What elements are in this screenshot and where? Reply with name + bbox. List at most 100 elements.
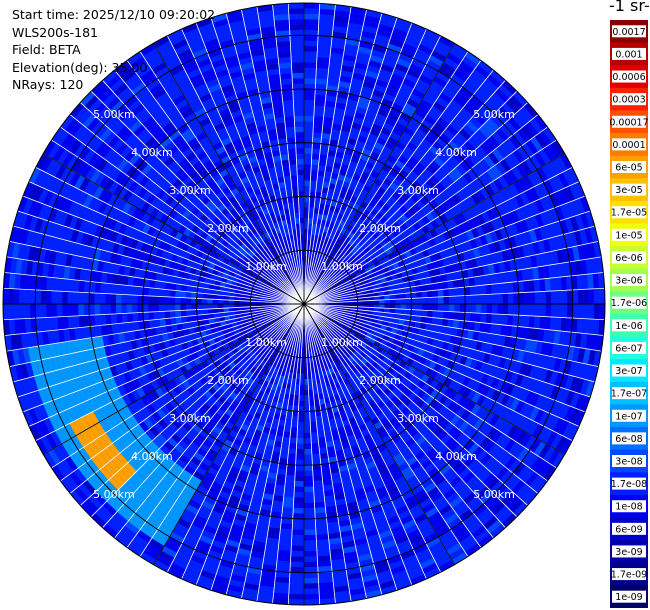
range-bin xyxy=(322,181,330,189)
range-bin xyxy=(334,312,341,316)
range-bin xyxy=(328,63,342,71)
range-bin xyxy=(278,334,284,341)
range-bin xyxy=(454,295,460,304)
range-bin xyxy=(332,334,339,340)
range-bin xyxy=(186,418,197,428)
range-bin xyxy=(452,116,466,129)
range-bin xyxy=(408,427,420,438)
range-bin xyxy=(425,178,436,189)
range-bin xyxy=(84,373,94,387)
range-bin xyxy=(172,330,180,339)
range-bin xyxy=(267,532,280,540)
range-bin xyxy=(414,245,422,254)
range-bin xyxy=(527,172,539,187)
range-bin xyxy=(269,406,277,414)
range-bin xyxy=(316,219,322,226)
range-bin xyxy=(192,401,202,411)
range-bin xyxy=(153,296,160,304)
range-bin xyxy=(413,273,420,281)
range-bin xyxy=(209,416,219,426)
range-bin xyxy=(461,269,469,279)
range-bin xyxy=(513,234,523,247)
range-bin xyxy=(352,173,361,182)
range-bin xyxy=(365,420,374,429)
range-bin xyxy=(174,367,183,377)
range-bin xyxy=(430,80,445,93)
range-bin xyxy=(344,407,353,415)
range-bin xyxy=(304,405,310,412)
range-bin xyxy=(313,280,318,286)
range-bin xyxy=(388,195,398,205)
range-bin xyxy=(234,420,243,429)
range-bin xyxy=(304,3,320,9)
range-bin xyxy=(267,411,275,419)
range-bin xyxy=(379,150,390,160)
range-bin xyxy=(185,309,192,317)
range-bin xyxy=(406,401,416,411)
range-bin xyxy=(404,494,417,506)
range-bin xyxy=(412,368,421,378)
range-bin xyxy=(462,376,471,387)
range-bin xyxy=(369,347,377,355)
range-bin xyxy=(333,315,340,320)
range-bin xyxy=(404,349,413,358)
range-bin xyxy=(539,382,550,397)
range-bin xyxy=(389,294,396,300)
range-bin xyxy=(430,50,447,62)
range-bin xyxy=(370,354,378,362)
range-bin xyxy=(412,386,422,396)
range-bin xyxy=(102,404,114,417)
range-bin xyxy=(464,357,473,368)
range-bin xyxy=(132,378,142,390)
range-bin xyxy=(324,106,336,113)
range-bin xyxy=(304,561,318,568)
range-bin xyxy=(471,132,484,146)
range-bin xyxy=(213,312,220,319)
range-bin xyxy=(427,304,433,311)
range-bin xyxy=(201,476,214,486)
range-bin xyxy=(327,390,334,398)
range-bin xyxy=(429,345,437,355)
range-bin xyxy=(286,344,291,351)
range-bin xyxy=(145,475,159,488)
range-bin xyxy=(356,274,363,280)
range-bin xyxy=(338,275,345,281)
range-bin xyxy=(443,210,453,221)
range-bin xyxy=(137,295,143,304)
range-bin xyxy=(327,278,334,284)
range-bin xyxy=(358,176,368,185)
range-bin xyxy=(338,464,349,473)
range-bin xyxy=(433,170,444,182)
range-bin xyxy=(432,495,447,507)
range-bin xyxy=(330,321,336,327)
range-bin xyxy=(518,177,530,192)
range-bin xyxy=(266,351,272,359)
range-bin xyxy=(131,389,142,401)
range-bin xyxy=(103,462,117,477)
range-bin xyxy=(446,52,463,66)
range-bin xyxy=(122,322,129,333)
range-bin xyxy=(221,412,231,422)
range-bin xyxy=(473,418,485,431)
range-bin xyxy=(304,475,314,482)
range-bin xyxy=(485,313,492,324)
range-bin xyxy=(250,304,256,307)
range-bin xyxy=(318,325,323,332)
range-bin xyxy=(322,209,330,216)
range-bin xyxy=(137,347,146,358)
range-bin xyxy=(288,321,293,327)
range-bin xyxy=(404,250,413,259)
range-bin xyxy=(450,74,466,87)
range-bin xyxy=(475,313,482,323)
range-bin xyxy=(529,201,540,216)
range-bin xyxy=(242,488,254,497)
range-bin xyxy=(419,342,427,351)
range-bin xyxy=(397,196,407,206)
range-bin xyxy=(488,354,497,366)
range-bin xyxy=(304,502,315,509)
range-bin xyxy=(316,549,331,557)
range-bin xyxy=(466,268,474,278)
range-bin xyxy=(224,315,231,321)
range-bin xyxy=(192,549,208,560)
range-bin xyxy=(435,524,451,537)
